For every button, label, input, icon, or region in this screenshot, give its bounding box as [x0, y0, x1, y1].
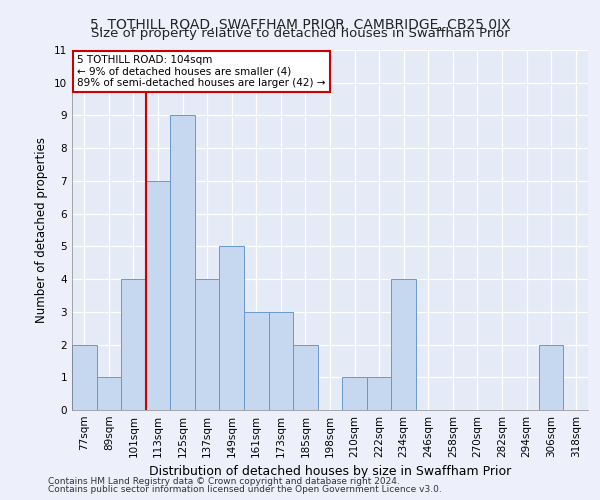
Text: 5 TOTHILL ROAD: 104sqm
← 9% of detached houses are smaller (4)
89% of semi-detac: 5 TOTHILL ROAD: 104sqm ← 9% of detached …: [77, 55, 325, 88]
Bar: [121, 279, 146, 410]
Bar: [293, 344, 318, 410]
Bar: [244, 312, 269, 410]
Text: Size of property relative to detached houses in Swaffham Prior: Size of property relative to detached ho…: [91, 28, 509, 40]
Y-axis label: Number of detached properties: Number of detached properties: [35, 137, 49, 323]
Bar: [146, 181, 170, 410]
Bar: [342, 378, 367, 410]
Bar: [391, 279, 416, 410]
Bar: [72, 344, 97, 410]
Bar: [170, 116, 195, 410]
Bar: [269, 312, 293, 410]
Bar: [97, 378, 121, 410]
X-axis label: Distribution of detached houses by size in Swaffham Prior: Distribution of detached houses by size …: [149, 466, 511, 478]
Text: Contains HM Land Registry data © Crown copyright and database right 2024.: Contains HM Land Registry data © Crown c…: [48, 477, 400, 486]
Bar: [539, 344, 563, 410]
Bar: [367, 378, 391, 410]
Text: 5, TOTHILL ROAD, SWAFFHAM PRIOR, CAMBRIDGE, CB25 0JX: 5, TOTHILL ROAD, SWAFFHAM PRIOR, CAMBRID…: [89, 18, 511, 32]
Bar: [195, 279, 220, 410]
Text: Contains public sector information licensed under the Open Government Licence v3: Contains public sector information licen…: [48, 485, 442, 494]
Bar: [220, 246, 244, 410]
